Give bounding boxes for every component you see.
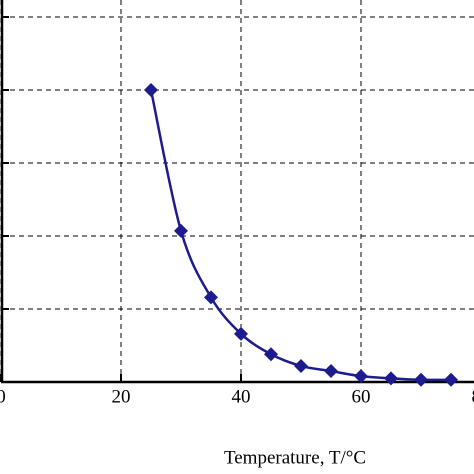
- marker: [444, 372, 458, 387]
- x-tick-label: 80: [472, 386, 474, 407]
- marker: [204, 290, 218, 305]
- x-tick-label: 20: [112, 386, 131, 407]
- marker: [234, 326, 248, 341]
- marker: [354, 369, 368, 384]
- marker: [264, 347, 278, 362]
- x-tick-label: 60: [352, 386, 371, 407]
- marker: [414, 372, 428, 387]
- marker: [294, 358, 308, 373]
- marker: [144, 83, 158, 97]
- x-axis-label: Temperature, T/°C: [224, 447, 366, 468]
- marker: [384, 371, 398, 386]
- x-tick-label: 40: [232, 386, 251, 407]
- marker: [174, 223, 188, 238]
- marker: [324, 364, 338, 379]
- x-tick-label: 0: [0, 386, 6, 407]
- line: [149, 89, 452, 382]
